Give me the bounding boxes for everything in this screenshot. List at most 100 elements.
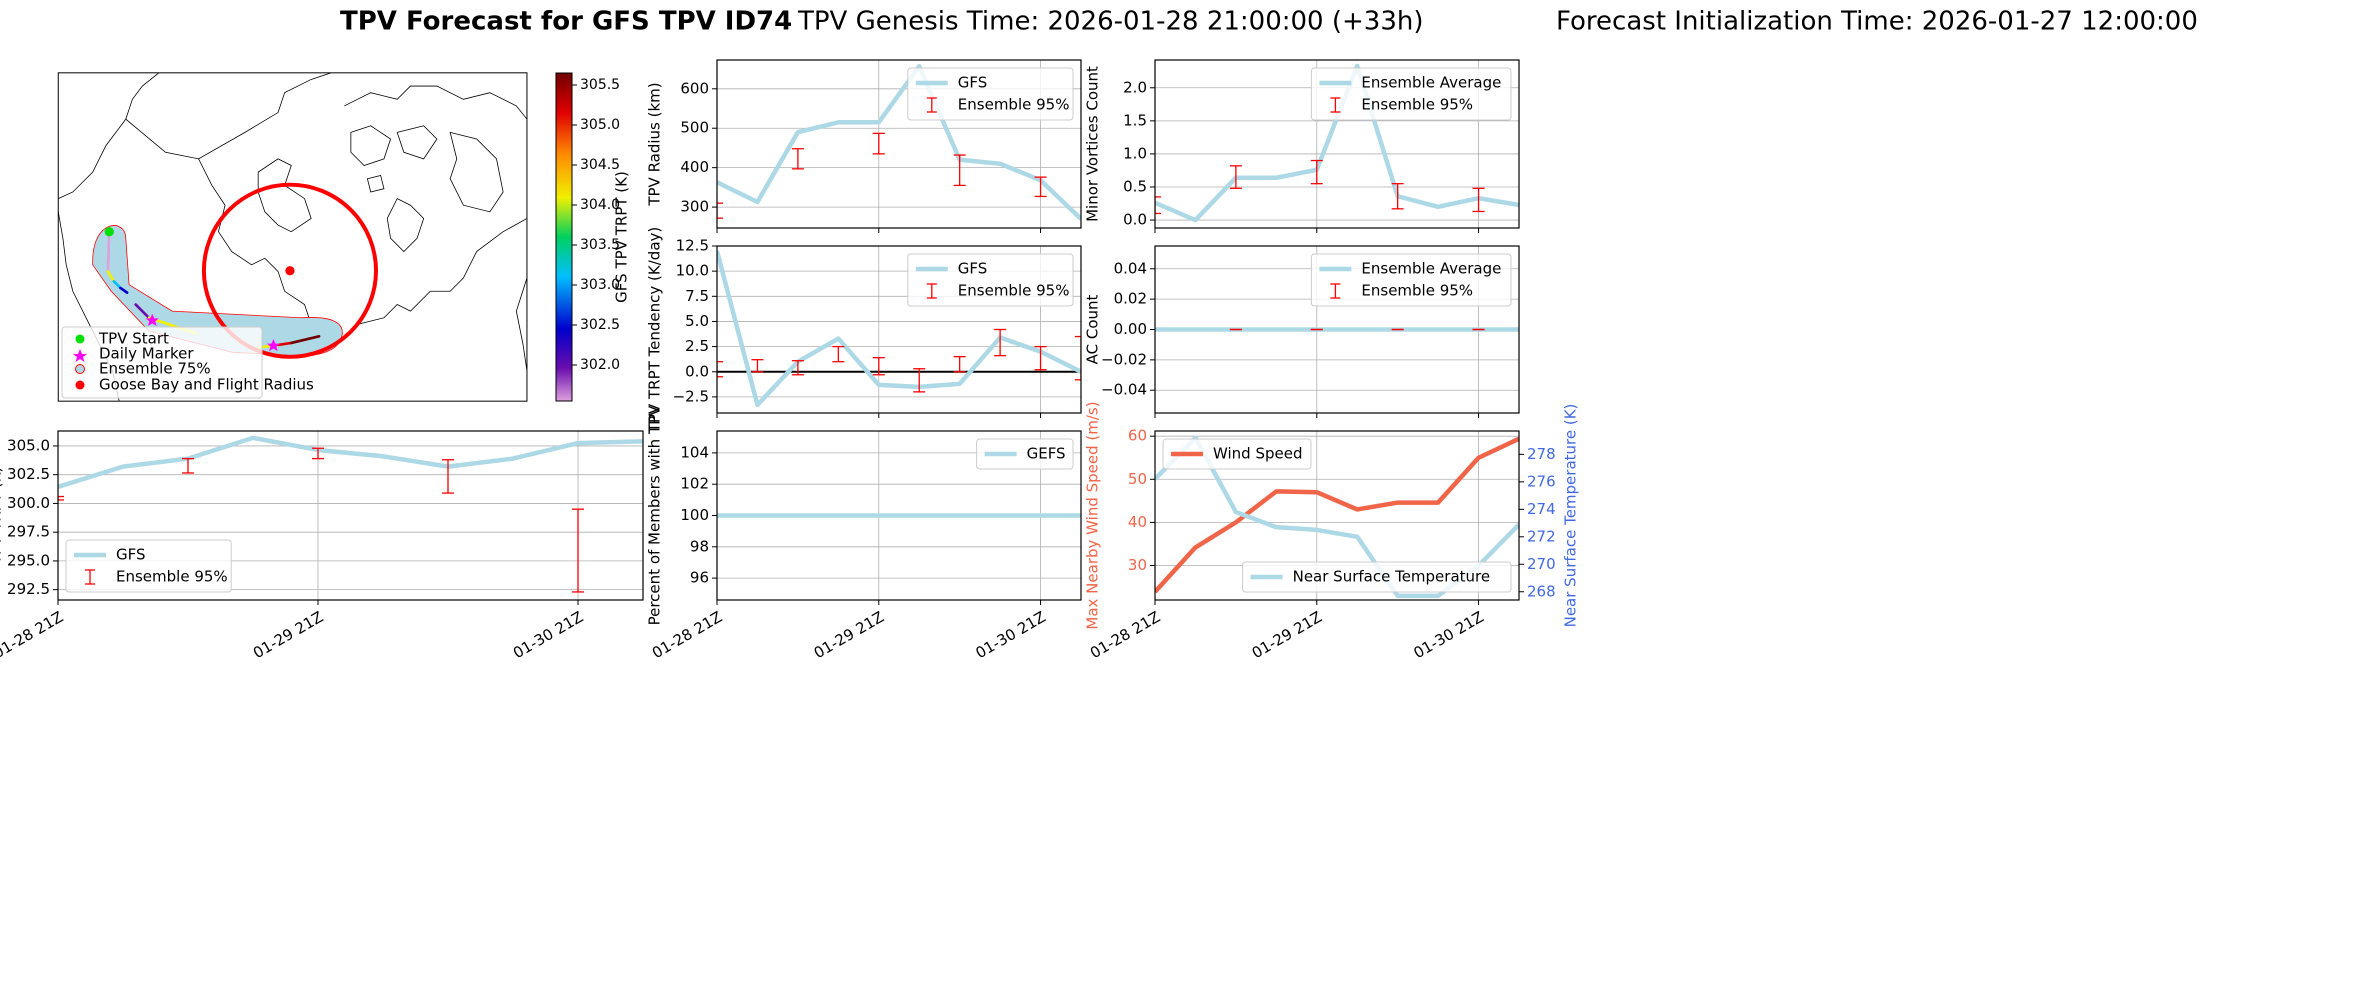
legend: GFS Ensemble 95% xyxy=(907,253,1074,307)
y-tick-label: 292.5 xyxy=(7,580,50,598)
y-axis-label: AC Count xyxy=(1084,294,1102,364)
legend-box xyxy=(1242,561,1512,593)
legend-label: GEFS xyxy=(1027,445,1066,463)
y-axis-label: Max Nearby Wind Speed (m/s) xyxy=(1084,401,1102,629)
y-tick-label: 2.5 xyxy=(685,337,709,355)
x-tick-label: 01-30 21Z xyxy=(972,608,1048,662)
axes: 01-28 21Z 01-29 21Z 01-30 21Z 292.5 295.0 297… xyxy=(0,430,644,662)
y-axis-label: TPV TRPT Tendency (K/day) xyxy=(646,227,664,433)
error-bar xyxy=(1034,176,1047,198)
x-tick-label: 01-28 21Z xyxy=(0,608,66,662)
legend-label: Ensemble 95% xyxy=(958,282,1070,300)
error-bar xyxy=(717,361,723,378)
y-tick-label: 295.0 xyxy=(7,551,50,569)
y-tick-label: 10.0 xyxy=(676,262,709,280)
axes: 01-28 21Z 01-29 21Z 01-30 21Z3040506026827… xyxy=(1084,401,1580,662)
legend-label: Ensemble 75% xyxy=(99,360,211,378)
y-tick-label: 400 xyxy=(680,158,709,176)
y-tick-label: 268 xyxy=(1527,582,1556,600)
error-bar xyxy=(953,154,966,187)
legend-label: GFS xyxy=(116,546,146,564)
legend-label: Near Surface Temperature xyxy=(1293,568,1491,586)
y-tick-label: 0.5 xyxy=(1123,177,1147,195)
y-tick-label: 98 xyxy=(690,537,709,555)
axes: 01-28 21Z 01-29 21Z 01-30 21Z9698100102104… xyxy=(646,405,1082,662)
y-tick-label: 100 xyxy=(680,506,709,524)
y-tick-label: 12.5 xyxy=(676,237,709,255)
error-bar xyxy=(182,457,194,474)
y-tick-label: 500 xyxy=(680,119,709,137)
axes-frame xyxy=(716,430,1082,601)
series-line xyxy=(717,64,1081,221)
legend-box xyxy=(907,253,1074,307)
y-tick-label: 274 xyxy=(1527,500,1556,518)
axes-frame xyxy=(1154,430,1520,601)
axes-frame xyxy=(1154,245,1520,414)
error-bar xyxy=(1229,165,1242,189)
colorbar-tick-label: 302.0 xyxy=(580,357,620,373)
legend-box xyxy=(1310,67,1512,121)
y-tick-label: 278 xyxy=(1527,445,1556,463)
error-bar xyxy=(442,459,454,494)
title-init: Forecast Initialization Time: 2026-01-27… xyxy=(1556,7,2198,37)
daily-marker xyxy=(266,338,281,352)
legend-box xyxy=(61,326,263,399)
legend: Near Surface Temperature xyxy=(1242,561,1512,593)
error-bar xyxy=(791,148,804,170)
error-bar xyxy=(572,508,584,593)
y-tick-label: 60 xyxy=(1128,427,1147,445)
colorbar-scale xyxy=(555,72,573,402)
error-bar xyxy=(1310,159,1323,185)
y-tick-label: 0.00 xyxy=(1114,320,1147,338)
legend-label: Wind Speed xyxy=(1213,445,1303,463)
series-line xyxy=(717,250,1081,408)
flight-radius xyxy=(201,182,379,359)
legend: GEFS xyxy=(976,438,1074,470)
plot-area xyxy=(58,435,643,593)
y-tick-label: 1.0 xyxy=(1123,144,1147,162)
title-main: TPV Forecast for GFS TPV ID74 xyxy=(340,7,792,37)
y-tick-label: 276 xyxy=(1527,472,1556,490)
error-bar xyxy=(1034,345,1047,371)
axes-frame xyxy=(716,59,1082,229)
y-tick-label: 0.02 xyxy=(1114,290,1147,308)
x-tick-label: 01-29 21Z xyxy=(250,608,326,662)
x-tick-label: 01-30 21Z xyxy=(1410,608,1486,662)
plot-area xyxy=(717,250,1081,408)
y-tick-label: 0.0 xyxy=(1123,211,1147,229)
colorbar-tick-label: 304.5 xyxy=(580,157,620,173)
goose-bay xyxy=(285,266,295,276)
y-tick-label: 272 xyxy=(1527,527,1556,545)
error-bar xyxy=(1391,183,1404,210)
legend-box xyxy=(907,67,1074,121)
title-genesis: TPV Genesis Time: 2026-01-28 21:00:00 (+… xyxy=(797,7,1424,37)
y2-axis-label: Near Surface Temperature (K) xyxy=(1562,404,1580,628)
map-frame xyxy=(57,72,528,402)
error-bar xyxy=(832,345,845,363)
legend: GFS Ensemble 95% xyxy=(907,67,1074,121)
y-tick-label: −0.04 xyxy=(1101,381,1147,399)
y-tick-label: 300 xyxy=(680,198,709,216)
error-bar xyxy=(994,328,1007,357)
axes: −0.04 −0.02 0.00 0.02 0.04 AC Count Ensemble A… xyxy=(1084,245,1520,418)
error-bar xyxy=(913,368,926,393)
y-tick-label: 2.0 xyxy=(1123,78,1147,96)
legend-label: Ensemble 95% xyxy=(958,96,1070,114)
x-tick-label: 01-30 21Z xyxy=(510,608,586,662)
legend-icon xyxy=(73,349,87,362)
axes-frame xyxy=(57,430,644,601)
y-tick-label: 300.0 xyxy=(7,494,50,512)
daily-marker xyxy=(145,313,159,327)
legend: Ensemble Average Ensemble 95% xyxy=(1310,253,1512,307)
error-bar xyxy=(312,447,324,460)
y-tick-label: 0.04 xyxy=(1114,259,1147,277)
legend-icon xyxy=(75,364,85,374)
y-tick-label: 600 xyxy=(680,79,709,97)
y-tick-label: 50 xyxy=(1128,470,1147,488)
legend-label: Goose Bay and Flight Radius xyxy=(99,376,314,394)
colorbar-label: GFS TPV TRPT (K) xyxy=(613,171,631,303)
legend: GFS Ensemble 95% xyxy=(65,539,232,593)
series-line xyxy=(58,435,643,490)
y-tick-label: 104 xyxy=(680,443,709,461)
